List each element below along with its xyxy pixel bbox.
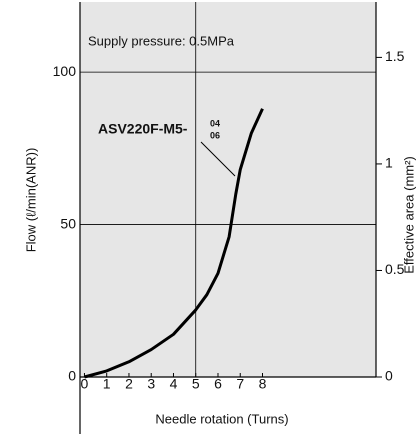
y-tick-label: 0 (68, 368, 76, 384)
leader-line (200, 141, 236, 177)
x-tick-label: 8 (259, 376, 267, 392)
series-label-lower: 06 (210, 130, 220, 140)
x-tick-label: 4 (170, 376, 178, 392)
x-tick-label: 3 (147, 376, 155, 392)
plot-area (80, 2, 376, 377)
y2-tick-label: 0.5 (385, 261, 405, 277)
series-label: ASV220F-M5- (98, 121, 188, 137)
series-line (84, 108, 264, 379)
y2-axis-label: Effective area (mm²) (401, 156, 416, 274)
x-tick-label: 2 (125, 376, 133, 392)
y-tick-label: 100 (53, 63, 77, 79)
y-tick-label: 50 (60, 215, 76, 231)
x-tick-label: 0 (81, 376, 89, 392)
x-axis-label: Needle rotation (Turns) (155, 411, 288, 426)
x-tick-label: 5 (192, 376, 200, 392)
x-tick-label: 1 (103, 376, 111, 392)
y2-tick-label: 1 (385, 155, 393, 171)
x-tick-label: 7 (236, 376, 244, 392)
y2-tick-label: 0 (385, 368, 393, 384)
y-axis-label: Flow (ℓ/min(ANR)) (23, 148, 38, 253)
y2-tick-label: 1.5 (385, 48, 405, 64)
series-label-upper: 04 (210, 118, 220, 128)
annotation: Supply pressure: 0.5MPa (88, 33, 235, 48)
x-tick-label: 6 (214, 376, 222, 392)
